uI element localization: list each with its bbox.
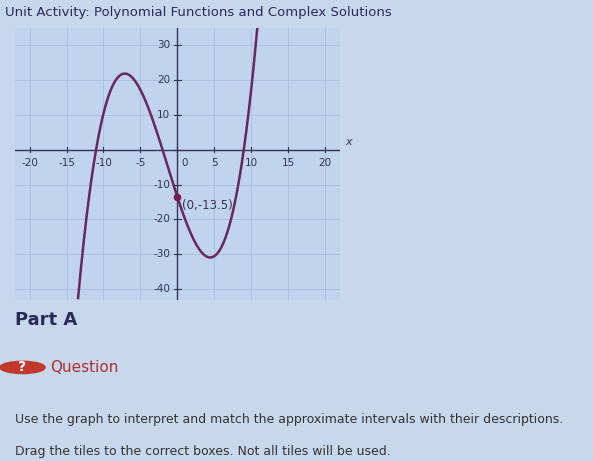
Text: 20: 20 [318,159,331,168]
Text: -40: -40 [153,284,170,294]
Text: 10: 10 [157,110,170,120]
Text: -20: -20 [153,214,170,225]
Text: 20: 20 [157,75,170,85]
Text: Unit Activity: Polynomial Functions and Complex Solutions: Unit Activity: Polynomial Functions and … [5,6,391,19]
Text: -10: -10 [153,180,170,189]
Text: 30: 30 [157,40,170,50]
Text: 15: 15 [282,159,295,168]
Text: -30: -30 [153,249,170,260]
Text: -20: -20 [21,159,38,168]
Text: Question: Question [50,360,119,375]
Text: Part A: Part A [15,311,77,329]
Text: (0,-13.5): (0,-13.5) [183,199,233,212]
Text: x: x [346,137,352,147]
Text: -10: -10 [95,159,112,168]
Text: -5: -5 [135,159,145,168]
Text: Drag the tiles to the correct boxes. Not all tiles will be used.: Drag the tiles to the correct boxes. Not… [15,445,391,458]
Text: ?: ? [18,360,27,373]
Text: 10: 10 [244,159,258,168]
Text: Use the graph to interpret and match the approximate intervals with their descri: Use the graph to interpret and match the… [15,413,563,426]
Text: -15: -15 [58,159,75,168]
Text: 0: 0 [181,159,187,168]
Circle shape [0,361,45,373]
Text: 5: 5 [211,159,218,168]
